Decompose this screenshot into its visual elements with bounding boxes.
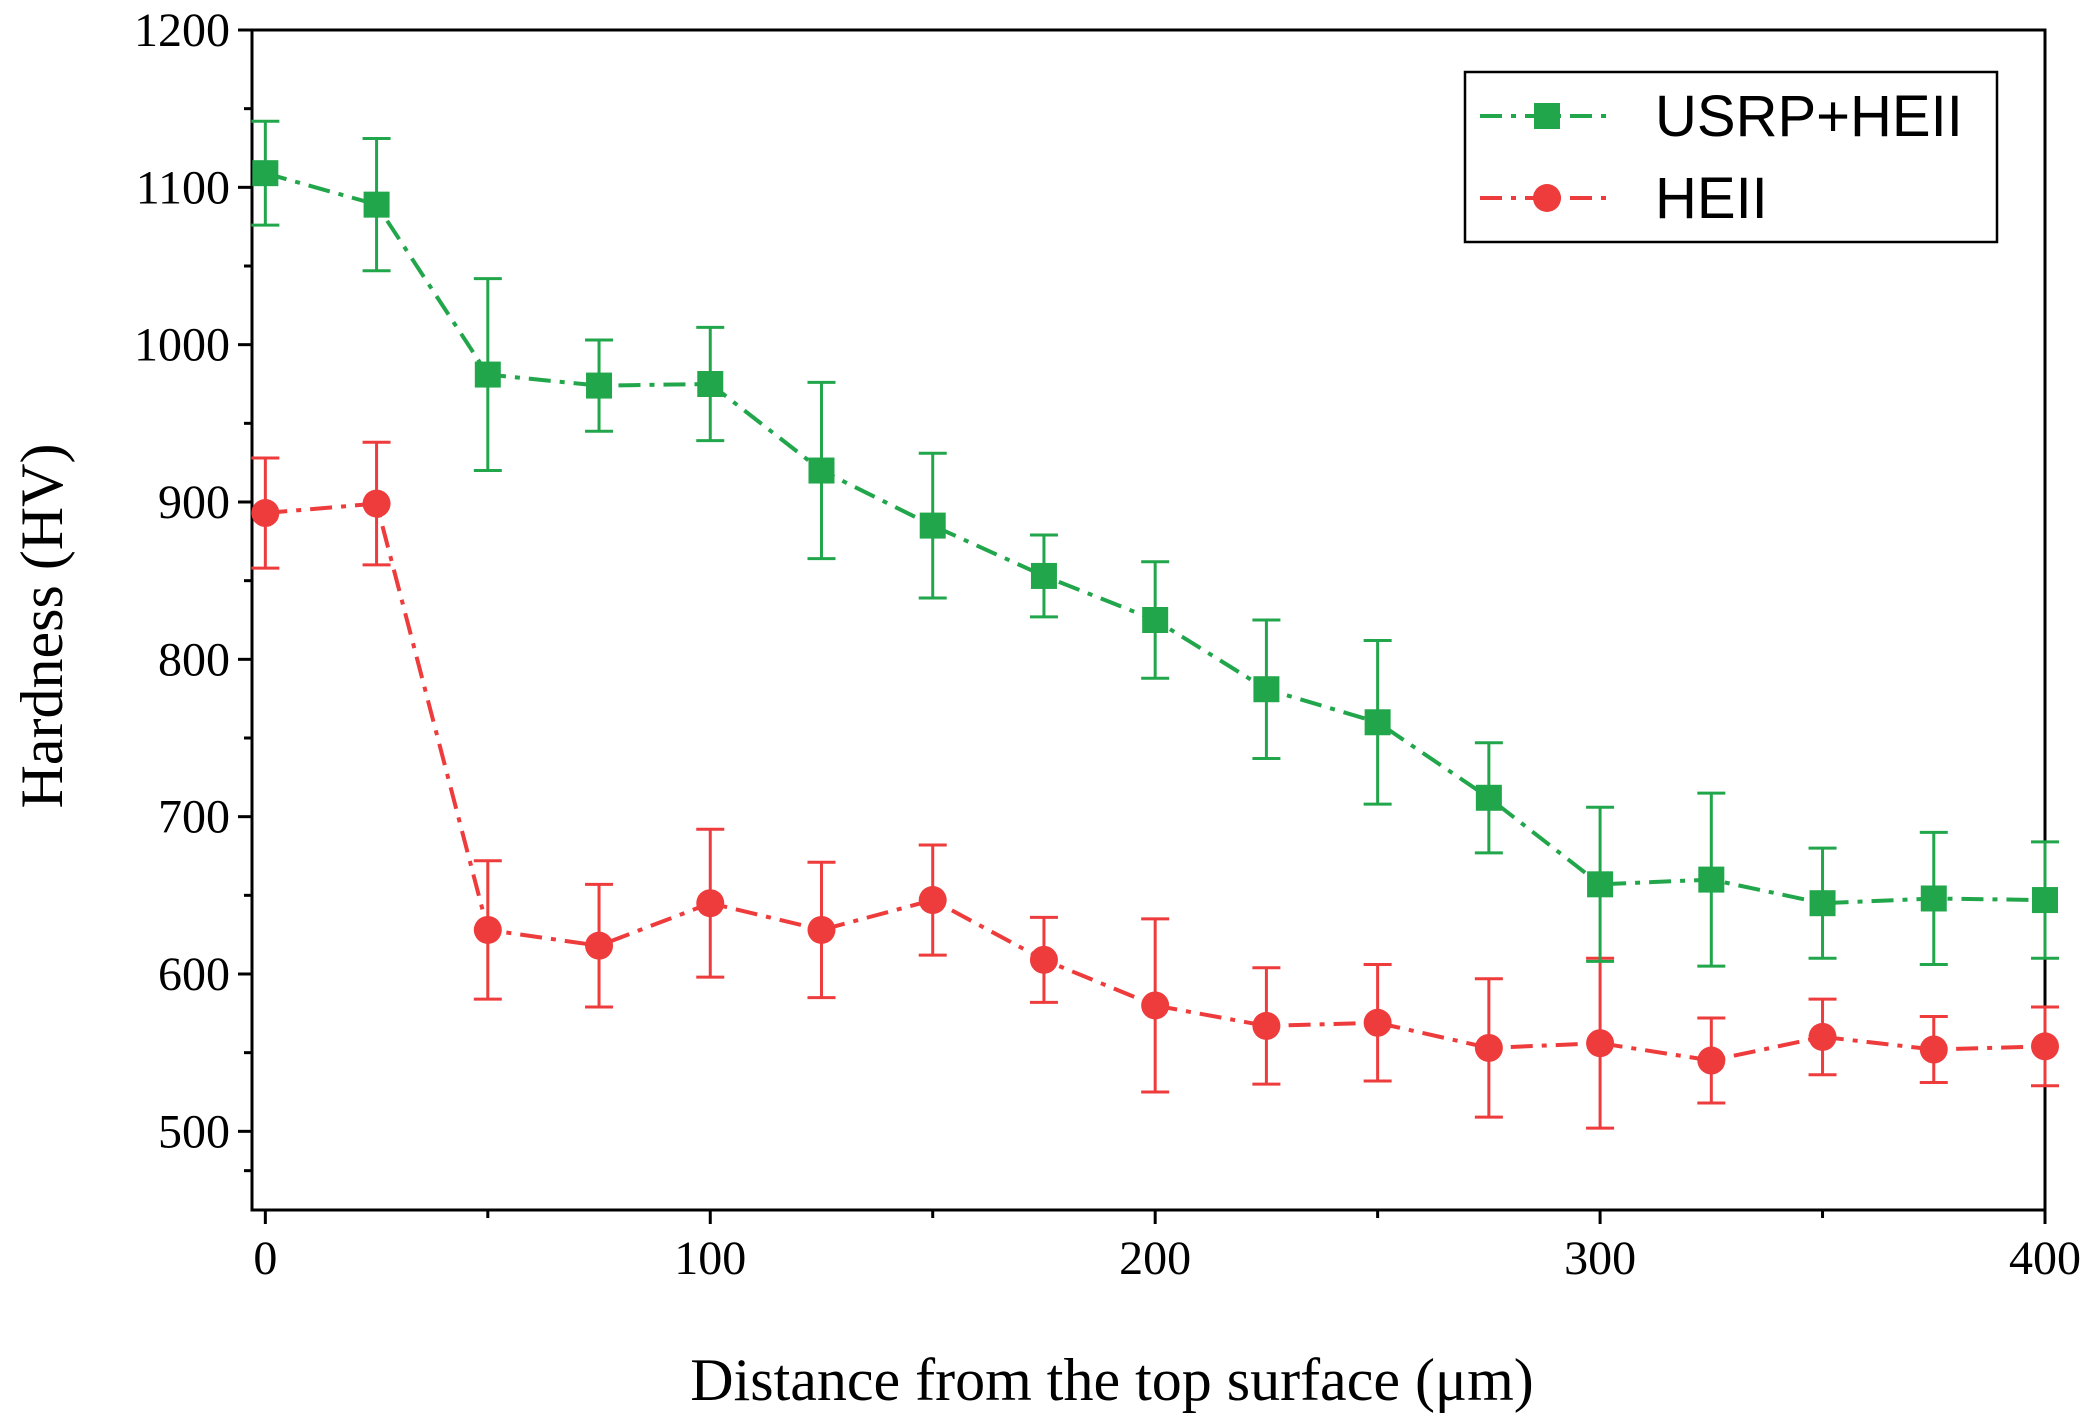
data-point [919, 512, 946, 539]
data-point [1029, 945, 1058, 974]
data-point [808, 457, 835, 484]
data-point [918, 886, 947, 915]
y-tick-label: 1200 [134, 4, 230, 57]
legend-label: USRP+HEII [1655, 84, 1963, 149]
data-point [1808, 1022, 1837, 1051]
y-tick-label: 1100 [136, 161, 230, 214]
x-tick-label: 100 [674, 1232, 746, 1285]
series-layer [251, 119, 2059, 1130]
data-point [474, 361, 501, 388]
data-point [2031, 1032, 2059, 1061]
legend-item-usrp-heii: USRP+HEII [1480, 84, 1963, 149]
data-point [1363, 1008, 1392, 1037]
y-tick-label: 800 [158, 633, 230, 686]
x-axis-title: Distance from the top surface (μm) [690, 1347, 1534, 1413]
legend-marker [1533, 184, 1561, 212]
legend: USRP+HEII HEII [1463, 70, 1999, 244]
y-tick-label: 700 [158, 791, 230, 844]
data-point [696, 889, 725, 918]
series-line [264, 171, 2046, 906]
data-point [473, 915, 502, 944]
legend-item-heii: HEII [1480, 166, 1768, 231]
data-point [1475, 784, 1502, 811]
data-point [807, 915, 836, 944]
data-point [1586, 1029, 1615, 1058]
data-point [1364, 709, 1391, 736]
data-point [697, 371, 724, 397]
data-point [252, 160, 279, 187]
x-tick-label: 400 [2009, 1232, 2081, 1285]
data-point [585, 931, 614, 960]
x-tick-label: 0 [253, 1232, 277, 1285]
data-point [1698, 866, 1725, 893]
y-tick-label: 900 [158, 476, 230, 529]
data-point [1474, 1033, 1503, 1062]
plot-border [250, 28, 2047, 1212]
data-point [1030, 562, 1057, 589]
data-point [586, 372, 613, 399]
data-point [251, 499, 280, 528]
data-point [363, 191, 390, 218]
series-heii [251, 440, 2059, 1130]
data-point [1253, 676, 1280, 703]
data-point [1142, 607, 1169, 633]
series-line [265, 501, 2046, 1063]
legend-box [1463, 70, 1999, 244]
data-point [1919, 1035, 1948, 1064]
series-usrp-heii [251, 119, 2059, 968]
data-point [362, 489, 391, 518]
legend-label: HEII [1655, 166, 1768, 231]
y-tick-label: 600 [158, 948, 230, 1001]
x-tick-label: 300 [1564, 1232, 1636, 1285]
plot-frame [250, 28, 2047, 1212]
data-point [1697, 1046, 1726, 1075]
data-point [1252, 1011, 1281, 1040]
y-tick-label: 1000 [134, 319, 230, 372]
data-point [2032, 887, 2058, 914]
y-axis-title: Hardness (HV) [9, 444, 75, 809]
y-tick-label: 500 [158, 1105, 230, 1158]
data-point [1141, 991, 1170, 1020]
data-point [1920, 885, 1947, 912]
legend-marker [1534, 103, 1560, 129]
axis-ticks: 500 600 700 800 900 1000 1100 1200 0 100 200 300 400 [134, 4, 2081, 1285]
x-tick-label: 200 [1119, 1232, 1191, 1285]
data-point [1587, 871, 1614, 898]
data-point [1809, 890, 1836, 917]
